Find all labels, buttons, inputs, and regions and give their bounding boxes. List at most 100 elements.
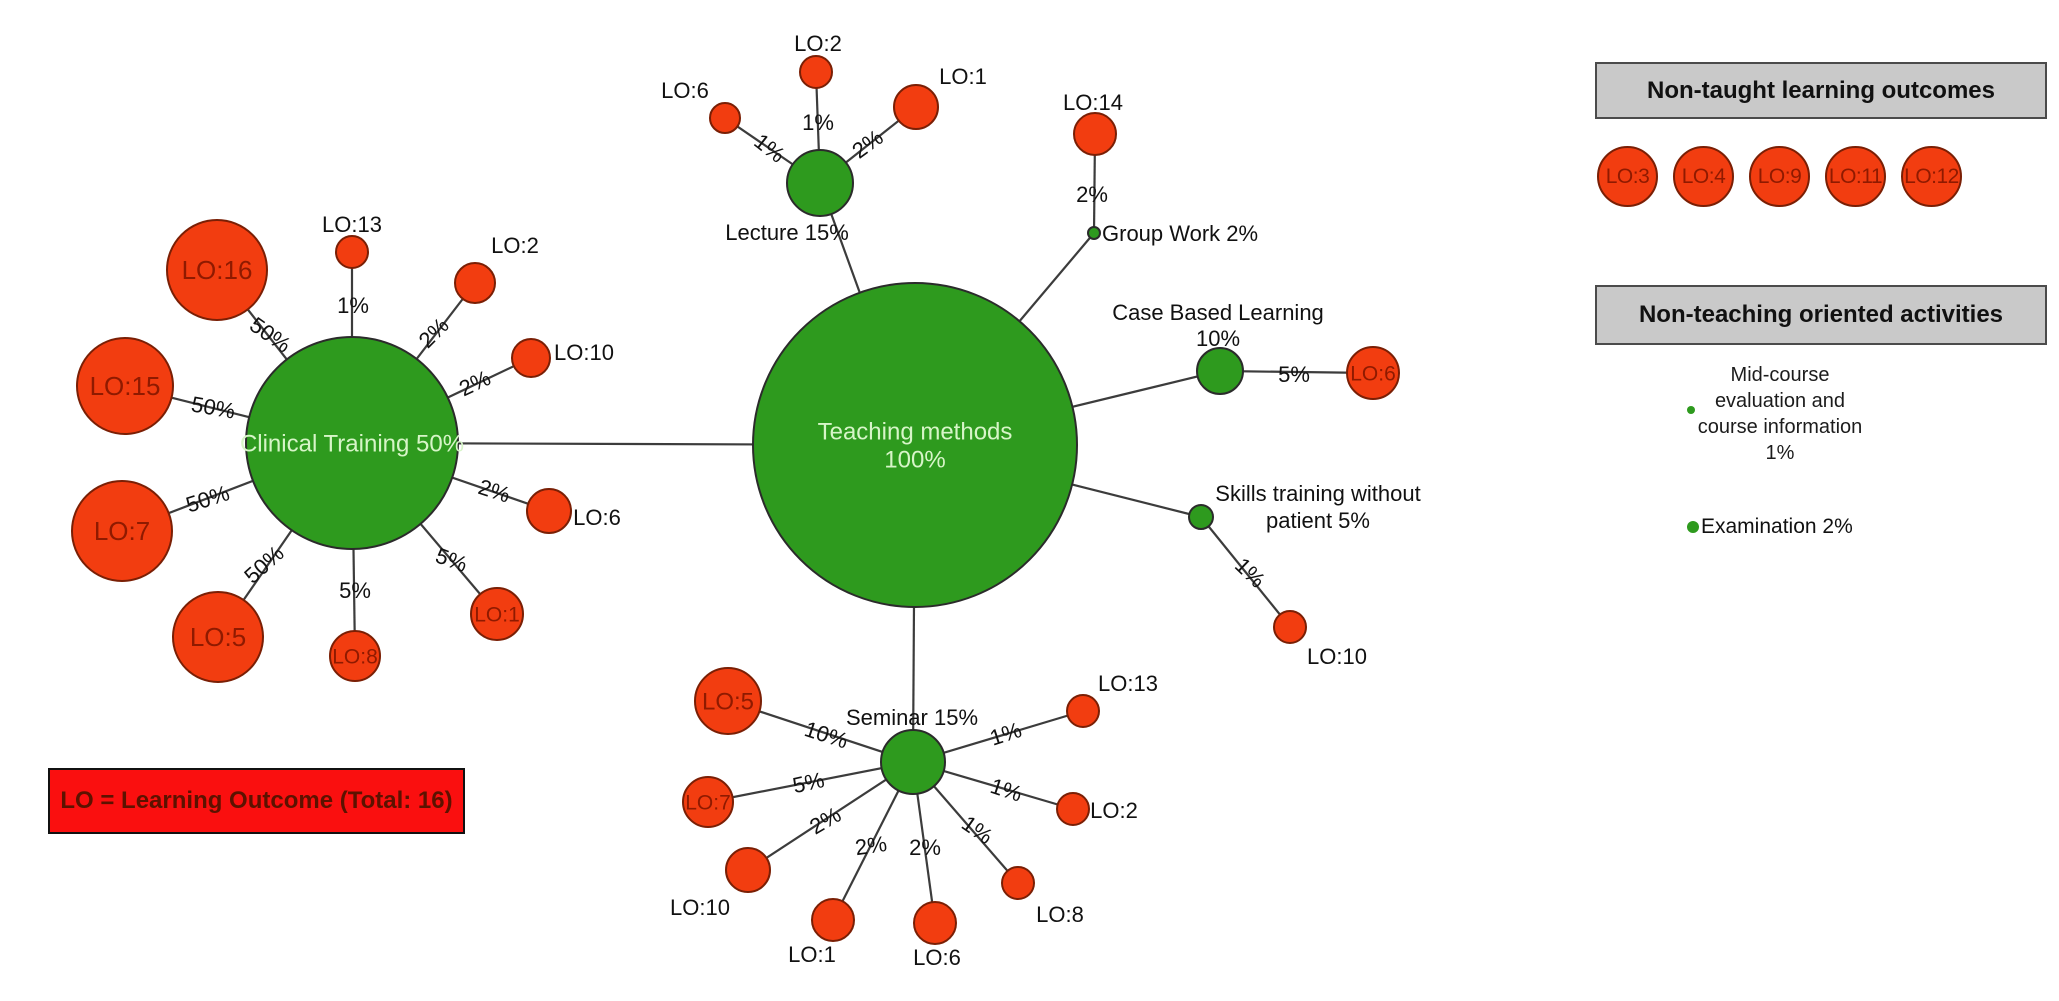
- node-label-cl-lo5: LO:5: [190, 622, 246, 652]
- non-taught-outcome-circle: LO:4: [1673, 146, 1734, 207]
- node-label-sem-lo5: LO:5: [702, 688, 754, 715]
- edge-label-seminar-sem-lo10: 2%: [805, 802, 845, 840]
- edge-label-clinical-cl-lo7: 50%: [183, 480, 233, 517]
- node-label-teaching: Teaching methods 100%: [818, 418, 1013, 473]
- node-cbl-lo6: [1346, 346, 1400, 400]
- non-taught-outcome-circle: LO:3: [1597, 146, 1658, 207]
- node-seminar: [880, 729, 946, 795]
- node-label-cl-lo2: LO:2: [491, 233, 539, 258]
- node-label-skills: Skills training without patient 5%: [1215, 481, 1420, 533]
- non-taught-outcome-circle: LO:11: [1825, 146, 1886, 207]
- non-taught-circles: LO:3 LO:4 LO:9 LO:11 LO:12: [1597, 146, 1962, 207]
- node-lec-lo1: [893, 84, 939, 130]
- edge-label-clinical-cl-lo5: 50%: [239, 540, 288, 588]
- non-taught-outcome-circle: LO:9: [1749, 146, 1810, 207]
- node-lec-lo2: [799, 55, 833, 89]
- edge-label-clinical-cl-lo1: 5%: [432, 543, 470, 577]
- midcourse-line-1: Mid-course: [1730, 364, 1830, 386]
- midcourse-line-3: course information: [1697, 416, 1863, 438]
- node-label-cl-lo10: LO:10: [554, 340, 614, 365]
- edge-label-clinical-cl-lo15: 50%: [189, 391, 237, 423]
- edge-label-lecture-lec-lo6: 1%: [749, 128, 789, 167]
- node-skills: [1188, 504, 1214, 530]
- midcourse-dot: [1687, 406, 1695, 414]
- node-cl-lo6: [526, 488, 572, 534]
- node-label-lec-lo1: LO:1: [939, 64, 987, 89]
- node-sem-lo7: [682, 776, 734, 828]
- legend-note-box: LO = Learning Outcome (Total: 16): [48, 768, 465, 834]
- node-label-lec-lo2: LO:2: [794, 31, 842, 56]
- node-cl-lo7: [71, 480, 173, 582]
- node-sem-lo6: [913, 901, 957, 945]
- node-cl-lo15: [76, 337, 174, 435]
- edge-label-groupwork-lo14: 2%: [1076, 182, 1108, 207]
- examination-item: Examination 2%: [1687, 515, 1853, 539]
- node-label-sem-lo10: LO:10: [670, 895, 730, 920]
- non-taught-header: Non-taught learning outcomes: [1595, 62, 2047, 119]
- edge-label-clinical-cl-lo16: 50%: [245, 312, 295, 358]
- node-label-cbl-lo6: LO:6: [1350, 362, 1396, 385]
- edge-label-seminar-sem-lo7: 5%: [790, 767, 826, 798]
- node-label-lecture: Lecture 15%: [725, 220, 849, 245]
- node-label-cl-lo1: LO:1: [474, 603, 520, 626]
- node-sem-lo13: [1066, 694, 1100, 728]
- node-label-clinical: Clinical Training 50%: [240, 430, 464, 457]
- node-label-cl-lo13: LO:13: [322, 212, 382, 237]
- node-groupwork: [1087, 226, 1101, 240]
- non-taught-title: Non-taught learning outcomes: [1647, 76, 1995, 104]
- midcourse-line-2: evaluation and: [1714, 390, 1846, 412]
- edge-skills-sk-lo10: [1200, 516, 1291, 628]
- node-cl-lo13: [335, 235, 369, 269]
- node-cbl: [1196, 347, 1244, 395]
- node-label-lec-lo6: LO:6: [661, 78, 709, 103]
- node-cl-lo1: [470, 587, 524, 641]
- node-sem-lo1: [811, 898, 855, 942]
- node-sem-lo2: [1056, 792, 1090, 826]
- node-label-cl-lo16: LO:16: [182, 255, 253, 285]
- node-label-sem-lo7: LO:7: [685, 791, 731, 814]
- edge-seminar-sem-lo7: [707, 760, 914, 804]
- edge-label-clinical-cl-lo6: 2%: [475, 474, 513, 508]
- node-label-sem-lo2: LO:2: [1090, 798, 1138, 823]
- node-cl-lo2: [454, 262, 496, 304]
- edge-label-cbl-cbl-lo6: 5%: [1278, 362, 1310, 387]
- node-label-sk-lo10: LO:10: [1307, 644, 1367, 669]
- node-sk-lo10: [1273, 610, 1307, 644]
- non-taught-outcome-circle: LO:12: [1901, 146, 1962, 207]
- node-lo14: [1073, 112, 1117, 156]
- edge-label-seminar-sem-lo8: 1%: [957, 810, 997, 849]
- node-label-groupwork: Group Work 2%: [1102, 221, 1258, 246]
- node-teaching: [752, 282, 1078, 608]
- node-lec-lo6: [709, 102, 741, 134]
- node-label-lo14: LO:14: [1063, 90, 1123, 115]
- node-lecture: [786, 149, 854, 217]
- node-label-seminar: Seminar 15%: [846, 705, 978, 730]
- edge-label-seminar-sem-lo2: 1%: [987, 773, 1025, 807]
- node-label-cl-lo6: LO:6: [573, 505, 621, 530]
- node-cl-lo8: [329, 630, 381, 682]
- edge-label-clinical-cl-lo8: 5%: [339, 578, 371, 603]
- examination-dot: [1687, 521, 1699, 533]
- node-label-sem-lo1: LO:1: [788, 942, 836, 967]
- edge-label-seminar-sem-lo6: 2%: [909, 835, 941, 860]
- node-label-cl-lo15: LO:15: [90, 371, 161, 401]
- edge-label-clinical-cl-lo13: 1%: [337, 293, 369, 318]
- edge-label-seminar-sem-lo1: 2%: [853, 831, 888, 860]
- node-label-sem-lo6: LO:6: [913, 945, 961, 970]
- node-cl-lo16: [166, 219, 268, 321]
- edge-label-skills-sk-lo10: 1%: [1230, 553, 1270, 593]
- midcourse-line-4: 1%: [1765, 442, 1795, 464]
- node-sem-lo10: [725, 847, 771, 893]
- non-teaching-header: Non-teaching oriented activities: [1595, 285, 2047, 345]
- examination-label: Examination 2%: [1701, 515, 1853, 538]
- node-label-cl-lo8: LO:8: [332, 645, 378, 668]
- node-label-cl-lo7: LO:7: [94, 516, 150, 546]
- node-cl-lo10: [511, 338, 551, 378]
- node-label-sem-lo8: LO:8: [1036, 902, 1084, 927]
- edge-label-seminar-sem-lo5: 10%: [802, 716, 852, 753]
- edge-label-seminar-sem-lo13: 1%: [987, 717, 1025, 751]
- edge-label-lecture-lec-lo2: 1%: [802, 110, 834, 135]
- node-sem-lo8: [1001, 866, 1035, 900]
